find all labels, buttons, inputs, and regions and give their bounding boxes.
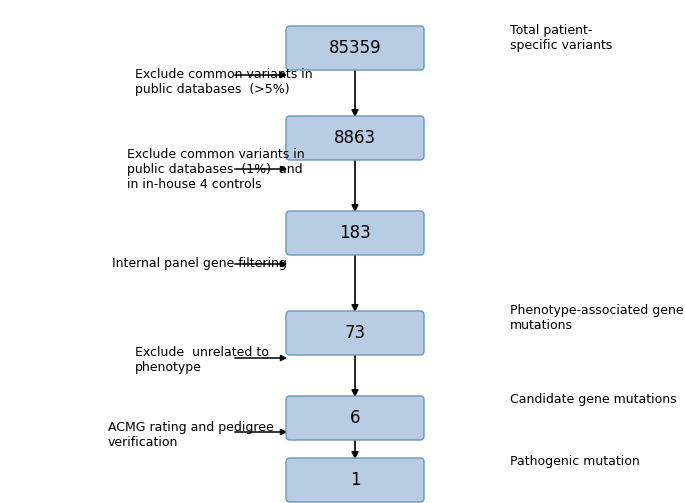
Text: 73: 73 [345,324,366,342]
Text: 6: 6 [350,409,360,427]
FancyBboxPatch shape [286,26,424,70]
Text: Exclude common variants in
public databases  (1%)  and
in in-house 4 controls: Exclude common variants in public databa… [127,148,305,192]
FancyBboxPatch shape [286,396,424,440]
Text: Exclude common variants in
public databases  (>5%): Exclude common variants in public databa… [135,68,312,96]
Text: 1: 1 [349,471,360,489]
Text: Internal panel gene filtering: Internal panel gene filtering [112,258,287,271]
Text: 183: 183 [339,224,371,242]
FancyBboxPatch shape [286,211,424,255]
Text: Phenotype-associated gene
mutations: Phenotype-associated gene mutations [510,304,684,332]
Text: Candidate gene mutations: Candidate gene mutations [510,393,677,406]
Text: 85359: 85359 [329,39,382,57]
Text: Exclude  unrelated to
phenotype: Exclude unrelated to phenotype [135,346,269,374]
FancyBboxPatch shape [286,458,424,502]
Text: Total patient-
specific variants: Total patient- specific variants [510,24,612,52]
Text: 8863: 8863 [334,129,376,147]
Text: ACMG rating and pedigree
verification: ACMG rating and pedigree verification [108,421,274,449]
FancyBboxPatch shape [286,311,424,355]
Text: Pathogenic mutation: Pathogenic mutation [510,456,640,468]
FancyBboxPatch shape [286,116,424,160]
